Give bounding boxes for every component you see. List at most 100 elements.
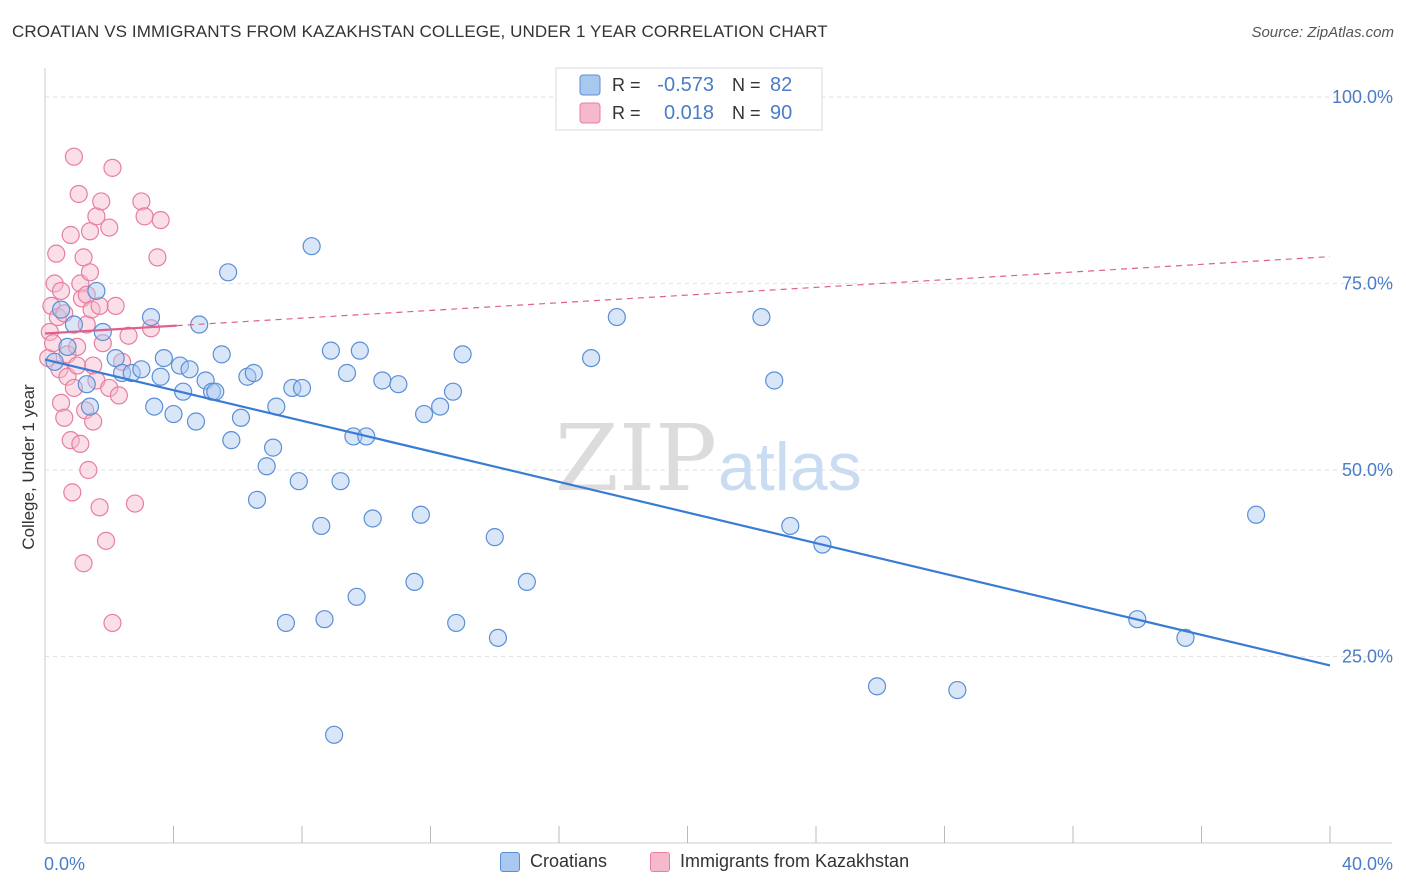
- croatians-point: [488, 628, 508, 647]
- series-immigrants-kazakhstan-points: [39, 147, 170, 633]
- croatians-point: [948, 680, 967, 700]
- croatians-point: [51, 300, 71, 319]
- kazakhstan-point: [100, 218, 119, 237]
- kazakhstan-point: [84, 412, 103, 431]
- croatians-point: [373, 371, 392, 390]
- legend-swatch-pink: [579, 102, 601, 124]
- croatians-point: [411, 505, 430, 524]
- croatians-point: [222, 431, 241, 450]
- legend-item-immigrants-kazakhstan: Immigrants from Kazakhstan: [650, 851, 909, 872]
- kazakhstan-point: [92, 192, 111, 211]
- croatians-point: [607, 307, 626, 327]
- croatians-point: [122, 363, 141, 383]
- watermark-atlas: atlas: [718, 429, 862, 505]
- croatians-point: [263, 438, 283, 457]
- kazakhstan-point: [148, 248, 167, 267]
- legend-label-immigrants-kazakhstan: Immigrants from Kazakhstan: [680, 851, 910, 871]
- croatians-point: [867, 677, 887, 696]
- croatians-point: [145, 397, 164, 416]
- croatians-point: [312, 516, 331, 536]
- croatians-point: [414, 404, 434, 424]
- kazakhstan-point: [43, 334, 63, 353]
- legend-r-label: R =: [612, 103, 641, 123]
- kazakhstan-point: [79, 460, 98, 480]
- croatians-point: [453, 345, 472, 364]
- kazakhstan-point: [119, 326, 138, 345]
- watermark-zip: ZIP: [555, 405, 717, 512]
- trend-lines: [44, 256, 1331, 667]
- croatians-point: [315, 610, 334, 629]
- x-tick-label: 0.0%: [44, 854, 85, 874]
- y-tick-label: 100.0%: [1332, 87, 1393, 107]
- croatians-point: [582, 349, 601, 368]
- croatians-point: [80, 397, 100, 416]
- croatians-point: [389, 375, 408, 394]
- kazakhstan-point: [69, 184, 88, 204]
- kazakhstan-point: [47, 244, 66, 263]
- croatians-point: [363, 509, 382, 528]
- legend-n-value: 82: [770, 74, 792, 96]
- source-label: Source: ZipAtlas.com: [1251, 24, 1394, 41]
- kazakhstan-point: [80, 263, 100, 282]
- chart-title: CROATIAN VS IMMIGRANTS FROM KAZAKHSTAN C…: [12, 22, 828, 41]
- legend-r-value: 0.018: [664, 102, 714, 124]
- croatians-point: [289, 472, 308, 491]
- croatians-point: [405, 572, 424, 592]
- kazakhstan-point: [96, 531, 116, 550]
- croatians-point: [517, 572, 536, 592]
- croatians-point: [186, 412, 206, 431]
- croatians-point: [154, 349, 173, 368]
- croatians-point: [170, 356, 190, 375]
- kazakhstan-point: [132, 192, 151, 211]
- croatians-point: [141, 307, 161, 327]
- kazakhstan-point: [109, 386, 128, 405]
- croatians-point: [58, 337, 77, 357]
- croatians-point: [93, 322, 112, 342]
- kazakhstan-point: [45, 274, 64, 293]
- croatians-point: [292, 378, 312, 398]
- legend-n-label: N =: [732, 103, 761, 123]
- kazakhstan-point: [51, 281, 71, 301]
- croatians-point: [347, 587, 366, 606]
- croatians-point: [180, 360, 199, 379]
- kazakhstan-point: [71, 434, 90, 453]
- croatians-point: [164, 404, 183, 424]
- croatians-point: [431, 397, 450, 416]
- croatians-point: [276, 613, 296, 633]
- kazakhstan-point: [103, 613, 122, 633]
- watermark: ZIP atlas: [555, 405, 862, 512]
- legend-swatch-pink: [650, 851, 670, 872]
- croatians-point: [151, 367, 170, 386]
- croatians-point: [283, 378, 302, 398]
- trend-line-kazakhstan-solid: [44, 324, 177, 335]
- croatians-point: [350, 341, 369, 360]
- legend-item-croatians: Croatians: [500, 851, 607, 872]
- croatians-point: [64, 315, 84, 334]
- croatians-point: [1176, 628, 1195, 647]
- croatians-point: [244, 363, 263, 383]
- croatians-point: [485, 528, 504, 547]
- y-axis-label-group: College, Under 1 year: [19, 384, 38, 550]
- croatians-point: [247, 490, 267, 509]
- croatians-point: [781, 516, 800, 536]
- kazakhstan-point: [151, 210, 170, 230]
- legend-label-croatians: Croatians: [530, 851, 608, 871]
- kazakhstan-point: [103, 158, 122, 177]
- croatians-point: [257, 457, 276, 476]
- croatians-point: [325, 725, 344, 744]
- kazakhstan-point: [90, 498, 109, 517]
- kazakhstan-point: [61, 431, 80, 450]
- legend-r-value: -0.573: [657, 74, 714, 96]
- trend-line-kazakhstan-dashed: [176, 256, 1331, 327]
- trend-line-croatians: [44, 358, 1331, 667]
- legend-n-value: 90: [770, 102, 792, 124]
- croatians-point: [321, 341, 341, 360]
- croatians-point: [231, 408, 251, 427]
- croatians-point: [219, 263, 238, 282]
- croatians-point: [337, 363, 357, 383]
- kazakhstan-point: [90, 296, 109, 315]
- kazakhstan-point: [55, 408, 74, 427]
- kazakhstan-point: [64, 147, 84, 166]
- x-tick-label: 40.0%: [1342, 854, 1393, 874]
- croatians-point: [447, 613, 466, 633]
